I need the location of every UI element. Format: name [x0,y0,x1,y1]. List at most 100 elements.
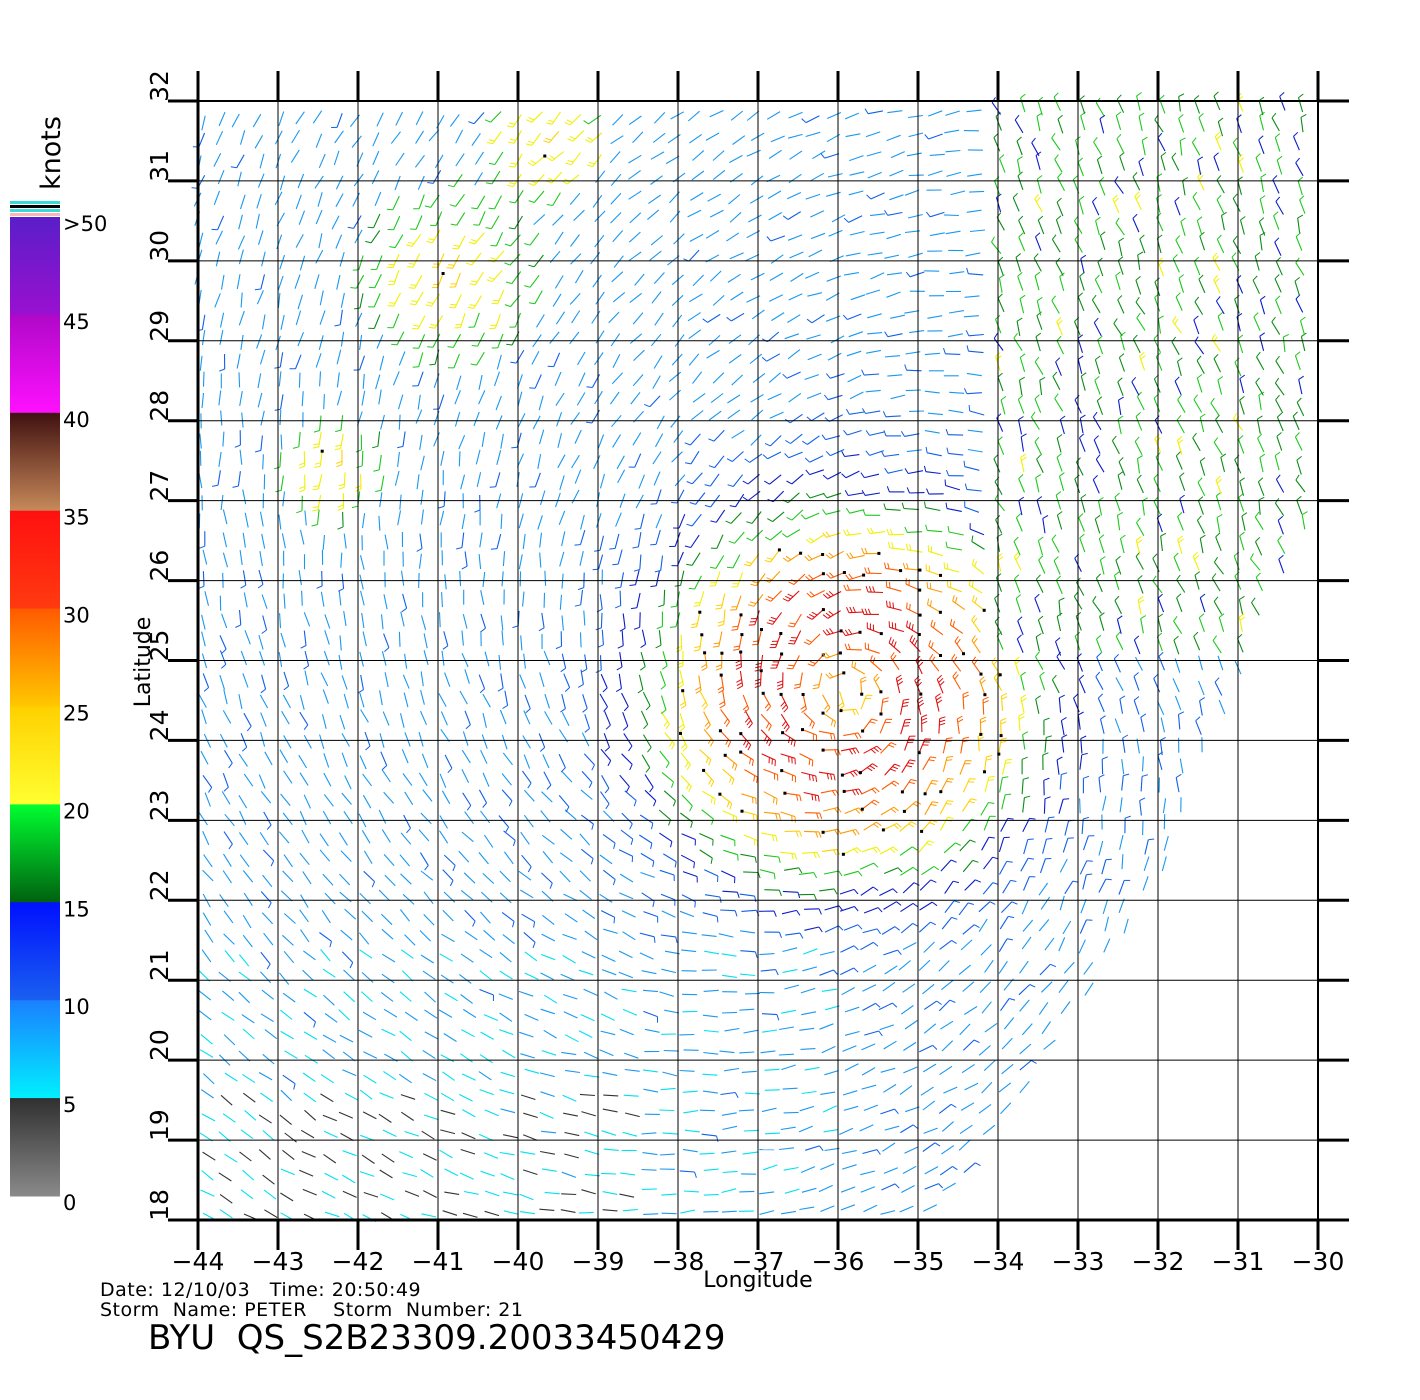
wind-barb-feather [1099,612,1105,617]
wind-barb [787,234,803,241]
wind-barb-feather [1216,135,1222,140]
wind-barb [283,770,293,784]
wind-barb [801,1187,817,1193]
wind-barb-feather [1156,194,1162,199]
wind-barb [720,1091,736,1096]
wind-barb [906,152,922,157]
wind-barb-feather [391,343,398,346]
wind-barb [341,792,352,805]
wind-barb [223,1034,236,1046]
wind-barb [769,294,784,302]
wind-barb-feather [303,724,309,731]
wind-barb [1099,559,1105,575]
wind-barb [663,790,676,802]
wind-barb [634,453,642,468]
wind-barb-feather [709,740,714,747]
x-tick-label: −38 [652,1247,705,1276]
wind-barb [259,511,264,527]
wind-barb-feather [854,662,857,669]
wind-barb [422,789,433,802]
wind-barb-feather [1054,154,1059,160]
wind-barb [980,802,989,816]
wind-barb-feather [872,586,876,593]
wind-barb [1034,361,1044,375]
wind-barb-feather [1077,157,1084,163]
wind-barb-feather [871,801,877,806]
wind-barb [594,210,606,223]
wind-barb [464,909,476,922]
y-tick-label: 21 [145,949,174,981]
wind-barb [632,374,644,387]
wind-barb [703,1168,719,1171]
wind-barb-feather [806,639,812,643]
wind-barb [787,492,800,504]
wind-barb-feather [864,547,868,554]
wind-barb [638,474,646,489]
wind-barb [1274,278,1282,293]
wind-barb-feather [484,119,491,123]
wind-barb [397,451,400,467]
wind-barb-feather [1176,574,1181,581]
wind-barb [280,632,286,648]
wind-barb [499,892,512,904]
wind-barb-feather [1260,295,1266,301]
wind-barb-feather [645,705,651,711]
wind-barb [1153,378,1161,393]
wind-barb [601,775,610,789]
y-tick-label: 23 [145,789,174,821]
wind-barb-feather [313,443,320,446]
wind-barb-feather [1152,575,1157,582]
wind-barb [865,492,880,496]
wind-barb [945,149,961,153]
wind-barb [775,653,783,669]
wind-barb [570,234,580,247]
wind-barb [531,132,542,146]
wind-barb [423,650,429,665]
wind-barb [778,1053,794,1056]
wind-barb [1232,142,1241,156]
wind-barb [219,650,227,665]
wind-barb [882,981,896,992]
wind-barb-feather [943,347,946,354]
wind-barb-feather [949,999,956,1003]
wind-barb [1059,774,1062,790]
wind-barb-feather [661,665,668,670]
wind-barb [901,1185,915,1193]
wind-barb [784,867,799,871]
wind-barb [680,570,685,586]
wind-barb [960,939,973,951]
wind-barb [461,1073,476,1081]
wind-barb-feather [1029,817,1036,820]
wind-barb-feather [1119,695,1126,700]
x-tick-label: −37 [732,1247,785,1276]
wind-barb [863,745,878,754]
wind-barb [1044,937,1055,951]
wind-barb [552,214,564,226]
wind-barb-feather [1119,353,1125,358]
wind-barb-feather [1178,93,1185,97]
wind-barb [282,1149,295,1161]
wind-barb-feather [906,563,909,570]
wind-barb [1275,399,1284,414]
wind-barb-feather [936,696,942,701]
wind-barb-feather [1194,95,1200,100]
wind-barb-feather [507,184,514,188]
wind-barb [201,614,206,630]
wind-barb-feather [587,137,594,141]
wind-barb-feather [701,701,707,708]
wind-barb [418,829,430,842]
wind-barb [304,1109,317,1121]
wind-barb-feather [1238,157,1245,162]
wind-barb [1012,197,1020,212]
wind-barb-feather [1078,674,1085,680]
colorbar-band [10,217,60,316]
wind-barb [698,591,705,606]
wind-barb-feather [952,595,955,602]
wind-barb-feather [901,502,905,509]
wind-barb [1054,159,1063,173]
wind-barb-feather [467,306,474,309]
wind-barb-feather [1241,512,1248,517]
wind-barb-feather [911,624,914,631]
wind-barb [728,354,742,364]
wind-barb-feather [971,581,974,588]
